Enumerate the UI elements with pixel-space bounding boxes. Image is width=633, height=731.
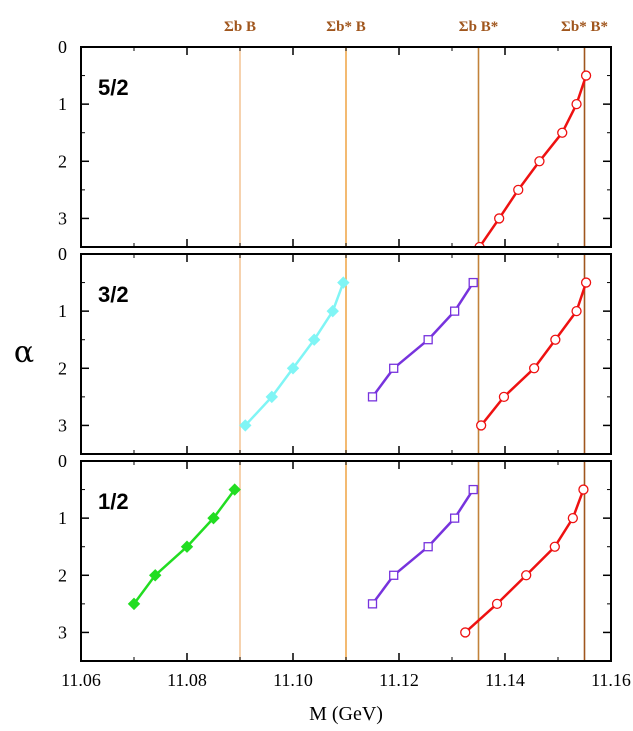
data-point	[475, 420, 487, 431]
y-tick-label: 3	[58, 622, 67, 642]
series-line	[480, 282, 588, 427]
data-point	[389, 363, 399, 373]
x-tick-label: 11.12	[379, 670, 419, 690]
data-point	[337, 276, 350, 289]
x-tick-label: 11.14	[485, 670, 525, 690]
data-point	[491, 598, 503, 610]
threshold-label: Σb* B	[326, 19, 365, 35]
y-tick-label: 0	[58, 451, 67, 471]
data-point	[567, 512, 578, 524]
y-tick-label: 1	[58, 301, 67, 321]
series-line	[244, 282, 345, 427]
series-line	[464, 489, 585, 634]
data-point	[513, 184, 524, 196]
panel-label: 1/2	[98, 489, 129, 514]
data-point	[286, 362, 300, 375]
data-point	[367, 599, 378, 609]
threshold-label: Σb B	[224, 19, 256, 35]
data-point	[468, 277, 478, 288]
x-tick-label: 11.08	[167, 670, 207, 690]
y-tick-label: 3	[58, 415, 67, 435]
data-point	[580, 70, 592, 81]
x-tick-label: 11.06	[61, 670, 101, 690]
y-axis-title: α	[14, 335, 34, 370]
data-point	[148, 569, 162, 582]
y-tick-label: 3	[58, 208, 67, 228]
panel-2: 0 1 2 3 1/2	[58, 451, 612, 662]
data-point	[449, 306, 460, 316]
data-point	[265, 390, 279, 404]
y-tick-label: 0	[58, 37, 67, 57]
data-point	[307, 333, 321, 346]
data-point	[423, 542, 433, 552]
data-point	[389, 570, 399, 580]
data-point	[468, 484, 478, 495]
data-point	[549, 541, 560, 552]
data-point	[580, 277, 592, 288]
y-tick-label: 2	[58, 358, 67, 378]
data-point	[460, 627, 471, 638]
panel-label: 3/2	[98, 282, 129, 307]
data-point	[207, 511, 220, 525]
data-point	[127, 597, 141, 611]
data-point	[550, 334, 561, 345]
panel-1: 0 1 2 3 3/2	[58, 244, 612, 455]
data-point	[228, 483, 241, 496]
series-line	[371, 281, 475, 398]
data-point	[423, 335, 433, 345]
data-point	[529, 363, 540, 374]
data-point	[180, 540, 194, 553]
data-point	[474, 241, 485, 247]
data-point	[534, 156, 545, 167]
y-tick-label: 1	[58, 508, 67, 528]
data-point	[571, 98, 582, 110]
panel-0: 0 1 2 3 5/2	[58, 37, 612, 248]
data-point	[449, 513, 460, 523]
x-axis-title: M (GeV)	[309, 703, 383, 725]
data-point	[571, 305, 582, 317]
y-tick-label: 2	[58, 565, 67, 585]
data-point	[557, 127, 568, 138]
x-tick-label: 11.10	[273, 670, 313, 690]
y-tick-label: 2	[58, 151, 67, 171]
panel-label: 5/2	[98, 75, 129, 100]
y-tick-label: 1	[58, 94, 67, 114]
data-point	[239, 419, 252, 432]
data-point	[498, 391, 510, 403]
x-tick-label: 11.16	[591, 670, 631, 690]
data-point	[367, 392, 378, 402]
threshold-label: Σb B*	[459, 19, 498, 35]
series-line	[371, 488, 475, 605]
data-point	[521, 570, 532, 581]
y-tick-label: 0	[58, 244, 67, 264]
data-point	[494, 213, 505, 224]
data-point	[326, 304, 339, 318]
threshold-label: Σb* B*	[561, 19, 608, 35]
data-point	[578, 484, 589, 495]
